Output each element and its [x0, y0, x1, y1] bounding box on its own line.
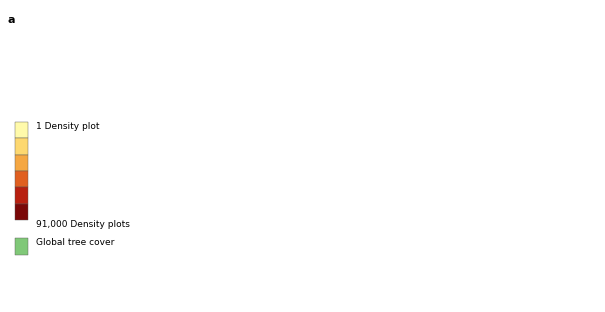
Bar: [15, 238, 28, 255]
Text: 91,000 Density plots: 91,000 Density plots: [36, 220, 129, 229]
Bar: [15, 138, 28, 154]
Text: Global tree cover: Global tree cover: [36, 238, 114, 247]
Bar: [15, 154, 28, 171]
Text: a: a: [7, 15, 15, 25]
Bar: [15, 171, 28, 188]
Bar: [15, 188, 28, 204]
Bar: [15, 122, 28, 138]
Bar: [15, 204, 28, 220]
Text: 1 Density plot: 1 Density plot: [36, 122, 99, 130]
